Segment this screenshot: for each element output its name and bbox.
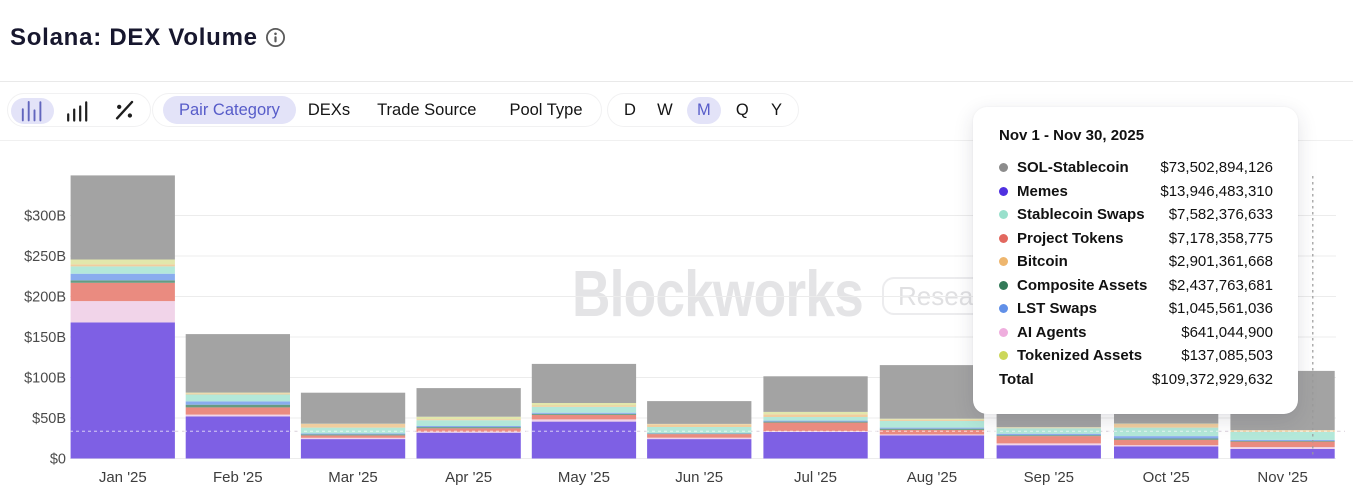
svg-text:Jan '25: Jan '25 xyxy=(99,469,147,486)
svg-text:Nov '25: Nov '25 xyxy=(1257,469,1307,486)
svg-text:$200B: $200B xyxy=(24,290,66,306)
svg-text:$50B: $50B xyxy=(32,411,66,427)
svg-text:May '25: May '25 xyxy=(558,469,610,486)
svg-text:Feb '25: Feb '25 xyxy=(213,469,263,486)
svg-text:$300B: $300B xyxy=(24,209,66,225)
svg-text:$250B: $250B xyxy=(24,249,66,265)
svg-text:Oct '25: Oct '25 xyxy=(1143,469,1190,486)
svg-text:$100B: $100B xyxy=(24,371,66,387)
svg-text:Sep '25: Sep '25 xyxy=(1024,469,1074,486)
svg-text:Mar '25: Mar '25 xyxy=(328,469,378,486)
svg-text:Apr '25: Apr '25 xyxy=(445,469,492,486)
svg-text:Aug '25: Aug '25 xyxy=(907,469,957,486)
svg-text:$150B: $150B xyxy=(24,330,66,346)
svg-text:Jul '25: Jul '25 xyxy=(794,469,837,486)
svg-text:Jun '25: Jun '25 xyxy=(675,469,723,486)
svg-text:$0: $0 xyxy=(50,452,66,468)
